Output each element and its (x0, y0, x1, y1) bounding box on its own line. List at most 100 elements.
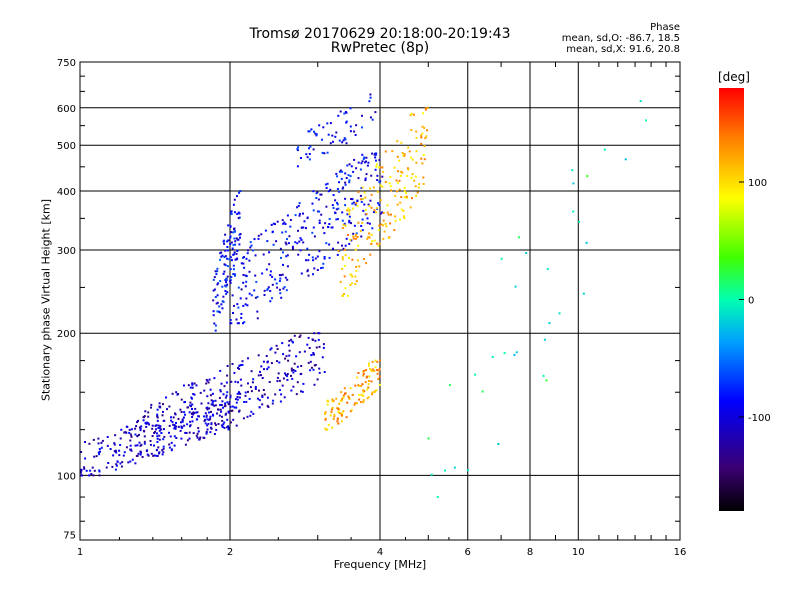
data-point (367, 386, 370, 389)
data-point (299, 334, 302, 337)
data-point (341, 256, 344, 259)
data-point (284, 230, 287, 233)
data-point (323, 152, 326, 155)
data-point (331, 134, 334, 137)
data-point (187, 406, 189, 409)
data-point (147, 411, 150, 414)
data-point (375, 152, 378, 155)
data-point (372, 211, 375, 214)
data-point (286, 375, 289, 378)
data-point (139, 444, 142, 447)
data-point (222, 406, 224, 409)
data-point (236, 249, 239, 252)
data-point (466, 469, 469, 472)
data-point (229, 280, 232, 283)
data-point (155, 424, 158, 427)
data-point (313, 267, 316, 270)
data-point (143, 415, 146, 418)
data-point (211, 401, 214, 404)
data-point (352, 207, 355, 210)
data-point (99, 450, 101, 453)
data-point (366, 237, 369, 240)
data-point (315, 134, 318, 137)
data-point (302, 226, 305, 229)
data-point (197, 430, 200, 433)
data-point (420, 136, 423, 139)
data-point (513, 354, 516, 356)
data-point (97, 451, 100, 454)
data-point (377, 378, 380, 381)
data-point (230, 276, 233, 279)
data-point (348, 398, 351, 400)
data-point (277, 372, 280, 375)
data-point (237, 322, 240, 325)
data-point (236, 303, 239, 306)
data-point (420, 134, 423, 137)
data-point (224, 402, 226, 405)
data-point (270, 362, 273, 365)
data-point (269, 270, 272, 273)
data-point (213, 433, 216, 435)
data-point (396, 140, 399, 143)
data-point (236, 396, 239, 398)
data-point (180, 426, 183, 429)
data-point (121, 461, 124, 464)
data-point (134, 444, 137, 447)
data-point (361, 126, 363, 129)
data-point (254, 274, 257, 277)
data-point (98, 470, 101, 473)
data-point (381, 185, 384, 188)
data-point (582, 292, 585, 295)
data-point (515, 351, 518, 354)
data-point (309, 369, 312, 372)
data-point (128, 428, 131, 431)
data-point (365, 213, 368, 216)
data-point (401, 171, 404, 174)
data-point (244, 391, 247, 394)
data-point (230, 380, 233, 383)
data-point (232, 268, 235, 271)
data-point (214, 329, 217, 332)
data-point (198, 437, 201, 440)
data-point (331, 400, 334, 403)
data-point (353, 130, 356, 133)
data-point (115, 464, 118, 467)
data-point (269, 300, 272, 303)
data-point (261, 394, 264, 397)
data-point (378, 242, 381, 245)
data-point (238, 364, 241, 367)
data-point (175, 437, 178, 439)
data-point (388, 182, 391, 185)
data-point (370, 369, 373, 372)
data-point (217, 408, 219, 411)
y-tick-label: 750 (57, 58, 76, 69)
data-point (168, 431, 170, 434)
data-point (356, 204, 359, 207)
data-point (342, 186, 345, 189)
data-point (261, 377, 264, 379)
data-point (150, 406, 152, 409)
data-point (376, 369, 379, 371)
data-point (224, 264, 227, 267)
data-point (376, 174, 379, 177)
data-point (543, 338, 546, 341)
data-point (351, 198, 354, 201)
data-point (378, 204, 381, 206)
data-point (345, 416, 348, 419)
data-point (107, 462, 110, 464)
data-point (131, 458, 134, 461)
data-point (373, 239, 376, 242)
data-point (217, 282, 220, 285)
data-point (79, 474, 82, 477)
data-point (347, 174, 350, 177)
data-point (212, 299, 215, 302)
data-point (436, 496, 439, 498)
data-point (312, 148, 315, 151)
data-point (245, 280, 248, 283)
data-point (353, 224, 356, 227)
data-point (145, 421, 148, 424)
data-point (306, 156, 309, 159)
data-point (548, 322, 551, 325)
data-point (284, 223, 287, 225)
data-point (374, 156, 377, 159)
